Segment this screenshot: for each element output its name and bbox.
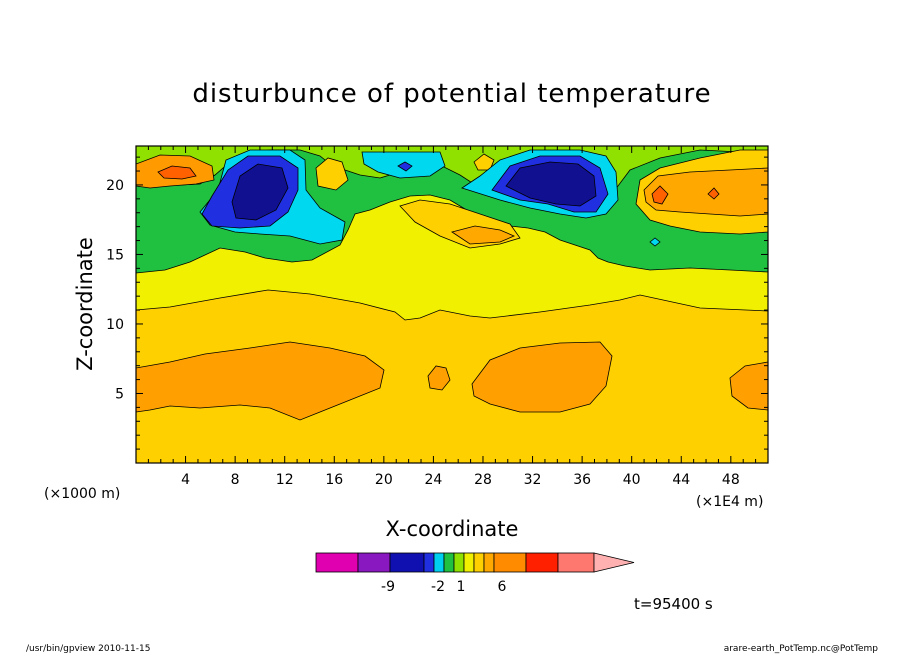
- x-tick-label: 44: [672, 472, 690, 488]
- colorbar-segment: [493, 552, 527, 573]
- y-tick-label: 15: [106, 247, 124, 263]
- y-tick-label: 10: [106, 317, 124, 333]
- colorbar-segment: [483, 552, 495, 573]
- colorbar-segment: [433, 552, 445, 573]
- plot-frame: [135, 145, 769, 464]
- colorbar-label: -9: [381, 579, 395, 595]
- colorbar-segment: [423, 552, 435, 573]
- colorbar-arrow: [593, 552, 635, 573]
- contour-blob-navy-right: [505, 161, 597, 207]
- colorbar-segment: [315, 552, 359, 573]
- x-tick-label: 32: [524, 472, 542, 488]
- footer-left: /usr/bin/gpview 2010-11-15: [26, 644, 150, 654]
- colorbar-segment: [357, 552, 391, 573]
- contour-blob-orange-mid-left: [315, 157, 349, 191]
- x-tick-label: 36: [573, 472, 591, 488]
- colorbar-segment: [453, 552, 465, 573]
- colorbar-segment: [443, 552, 455, 573]
- footer-right: arare-earth_PotTemp.nc@PotTemp: [724, 644, 879, 654]
- x-tick-label: 24: [424, 472, 442, 488]
- contour-blob-lower-left: [136, 341, 385, 421]
- x-tick-label: 40: [623, 472, 641, 488]
- colorbar-label: -2: [431, 579, 445, 595]
- colorbar-segment: [525, 552, 559, 573]
- contour-blob-lower-small: [427, 365, 451, 391]
- contour-blob-small-top-mid: [473, 153, 495, 171]
- x-tick-label: 8: [231, 472, 240, 488]
- x-unit-right: (×1E4 m): [696, 494, 763, 510]
- contour-blob-lower-right: [729, 361, 768, 411]
- x-axis-ticks: 4 8 12 16 20 24 28 32 36 40 44 48: [147, 146, 757, 488]
- contour-blob-red-upper-left: [157, 165, 197, 180]
- contour-blob-navy-left: [231, 163, 289, 221]
- colorbar-label: 6: [498, 579, 507, 595]
- y-axis-ticks: 5 10 15 20: [106, 156, 768, 450]
- colorbar-segment: [557, 552, 595, 573]
- contour-blob-red-right-small: [707, 187, 720, 200]
- x-axis-label: X-coordinate: [386, 517, 519, 541]
- y-tick-label: 5: [115, 386, 124, 402]
- x-unit-left: (×1000 m): [44, 486, 120, 502]
- x-tick-label: 28: [474, 472, 492, 488]
- colorbar: [315, 552, 635, 573]
- colorbar-segment: [463, 552, 475, 573]
- x-tick-label: 48: [722, 472, 740, 488]
- contour-blob-lower-mid: [471, 341, 613, 413]
- contour-blob-orange-right: [643, 167, 768, 217]
- colorbar-segment: [389, 552, 425, 573]
- chart-title: disturbunce of potential temperature: [192, 79, 711, 109]
- y-axis-label: Z-coordinate: [73, 237, 97, 371]
- colorbar-segment: [473, 552, 485, 573]
- contour-blob-blue-mid: [397, 161, 413, 172]
- x-tick-label: 4: [181, 472, 190, 488]
- x-tick-label: 16: [325, 472, 343, 488]
- contour-blob-orange-streak-core: [451, 225, 516, 245]
- colorbar-label: 1: [457, 579, 466, 595]
- colorbar-labels: -9 -2 1 6: [381, 579, 507, 595]
- time-label: t=95400 s: [634, 595, 713, 613]
- x-tick-label: 12: [276, 472, 294, 488]
- x-tick-label: 20: [375, 472, 393, 488]
- y-tick-label: 20: [106, 178, 124, 194]
- contour-plot-area: [136, 146, 768, 463]
- contour-blob-red-right: [651, 185, 669, 205]
- contour-blob-cyan-tiny: [649, 237, 661, 247]
